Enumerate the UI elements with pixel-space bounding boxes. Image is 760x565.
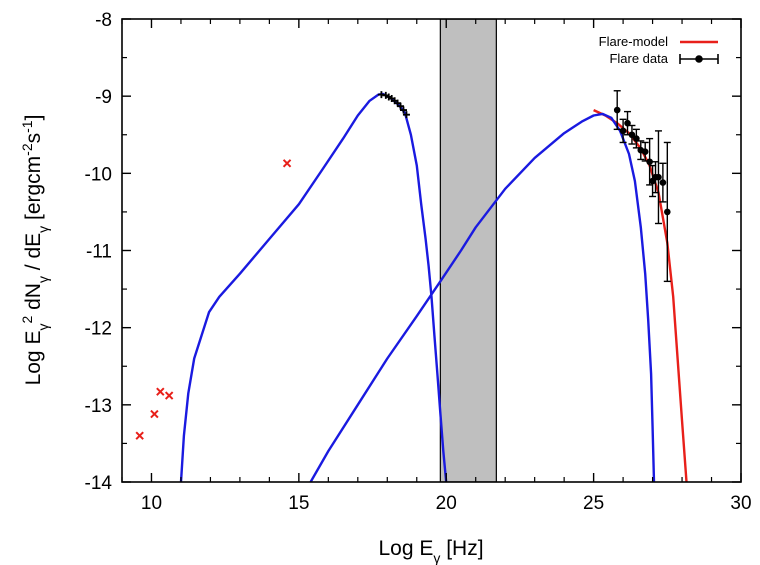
y-tick-label: -9 xyxy=(95,87,112,108)
legend-swatch-flare-data xyxy=(679,54,719,64)
x-axis-label: Log Eγ [Hz] xyxy=(378,537,483,565)
y-tick-label: -13 xyxy=(85,396,112,417)
data-point-x-marker xyxy=(150,409,159,419)
series-line-blue-1 xyxy=(179,92,448,482)
x-tick-label: 25 xyxy=(583,493,604,514)
y-axis-label: Log Eγ2 dNγ / dEγ [ergcm-2s-1] xyxy=(19,115,51,386)
data-point-flare-data xyxy=(613,106,621,114)
plot-frame xyxy=(121,18,742,483)
data-point-flare-data xyxy=(628,131,636,139)
legend: Flare-model Flare data xyxy=(599,34,719,66)
data-point-x-marker xyxy=(135,431,144,440)
y-tick-label: -8 xyxy=(95,10,112,31)
data-point-flare-data xyxy=(664,208,671,216)
series-line-flare-model xyxy=(593,109,688,482)
y-tick-label: -10 xyxy=(85,164,112,185)
tick-layer: 10 15 20 25 30 -8 -9 -10 -11 -12 -13 -14 xyxy=(85,10,752,514)
data-point-flare-data xyxy=(646,158,653,166)
data-point-x-marker xyxy=(282,159,292,168)
data-point-x-marker xyxy=(164,391,174,400)
shaded-band-layer xyxy=(439,19,497,482)
y-tick-label: -14 xyxy=(85,473,113,494)
series-layer xyxy=(135,90,688,482)
x-tick-label: 10 xyxy=(141,493,162,514)
data-point-x-marker xyxy=(156,387,165,396)
x-tick-label: 30 xyxy=(730,493,751,514)
data-point-flare-data xyxy=(641,148,649,156)
x-tick-label: 20 xyxy=(436,493,457,514)
y-tick-label: -11 xyxy=(86,242,112,263)
legend-label-flare-data: Flare data xyxy=(609,51,668,66)
x-tick-label: 15 xyxy=(288,493,309,514)
shaded-band xyxy=(439,19,497,482)
data-point-flare-data xyxy=(619,127,627,135)
legend-label-flare-model: Flare-model xyxy=(599,34,668,49)
series-line-blue-2 xyxy=(309,112,656,482)
data-point-plus-marker xyxy=(402,111,410,119)
data-point-flare-data xyxy=(655,173,662,181)
data-point-plus-marker xyxy=(399,106,407,114)
data-point-flare-data xyxy=(659,179,667,186)
y-tick-label: -12 xyxy=(85,319,112,340)
data-point-plus-marker xyxy=(397,102,405,110)
